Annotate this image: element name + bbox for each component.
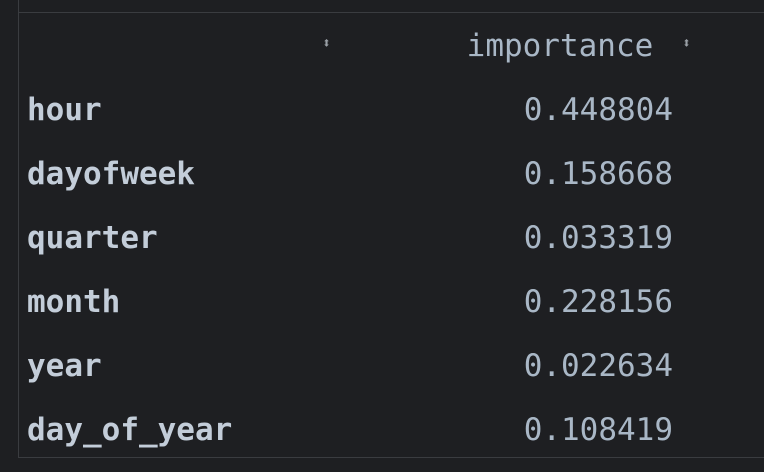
table-row: month 0.228156 xyxy=(19,270,691,334)
importance-value: 0.033319 xyxy=(523,219,673,256)
dataframe-frame xyxy=(18,12,764,458)
importance-value: 0.108419 xyxy=(523,411,673,448)
row-index-label: hour xyxy=(27,91,102,128)
row-index-label: day_of_year xyxy=(27,411,233,448)
importance-value: 0.158668 xyxy=(523,155,673,192)
column-header-label: importance xyxy=(466,27,654,64)
row-index-label: year xyxy=(27,347,102,384)
row-index-label: month xyxy=(27,283,121,320)
sort-updown-icon[interactable]: ⬍ xyxy=(681,33,691,52)
row-index-label: quarter xyxy=(27,219,158,256)
table-row: quarter 0.033319 xyxy=(19,206,691,270)
table-row: year 0.022634 xyxy=(19,334,691,398)
importance-value: 0.022634 xyxy=(523,347,673,384)
dataframe-table: ⬍ importance ⬍ hour 0.448804 dayofweek 0… xyxy=(19,12,691,462)
sort-updown-icon[interactable]: ⬍ xyxy=(321,33,331,52)
index-column-header[interactable]: ⬍ xyxy=(19,12,331,78)
importance-value: 0.228156 xyxy=(523,283,673,320)
table-row: day_of_year 0.108419 xyxy=(19,398,691,462)
table-row: hour 0.448804 xyxy=(19,78,691,142)
table-row: dayofweek 0.158668 xyxy=(19,142,691,206)
header-row: ⬍ importance ⬍ xyxy=(19,12,691,78)
row-index-label: dayofweek xyxy=(27,155,195,192)
column-header-importance[interactable]: importance ⬍ xyxy=(331,12,691,78)
importance-value: 0.448804 xyxy=(523,91,673,128)
output-top-strip xyxy=(18,0,764,12)
